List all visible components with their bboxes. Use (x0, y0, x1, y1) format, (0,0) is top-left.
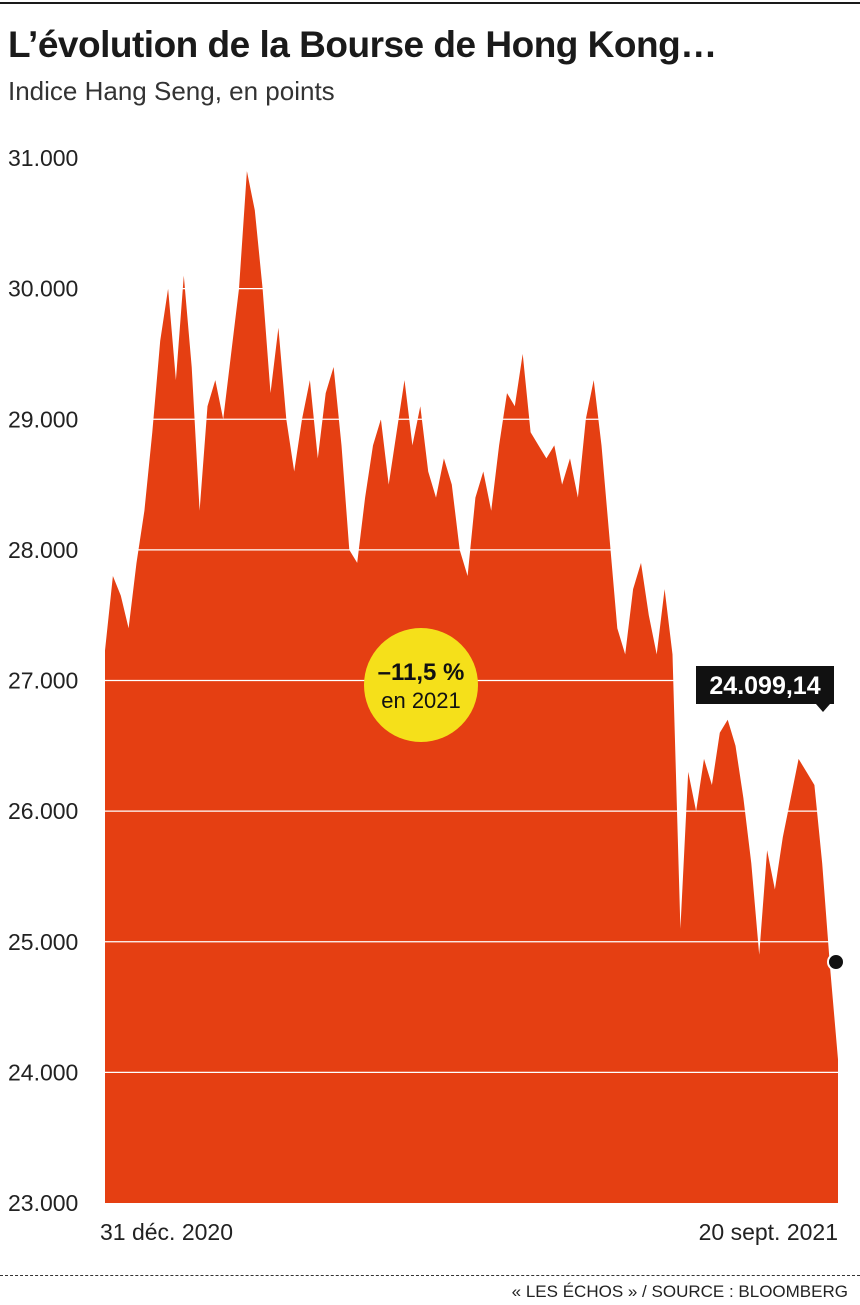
top-rule (0, 2, 860, 4)
x-tick-label: 31 déc. 2020 (100, 1219, 233, 1245)
y-tick-label: 26.000 (8, 798, 78, 824)
footer-rule (0, 1275, 860, 1276)
chart-title: L’évolution de la Bourse de Hong Kong… (8, 24, 717, 65)
y-tick-label: 30.000 (8, 276, 78, 302)
area-chart: 23.000 24.000 25.000 26.000 27.000 28.000 29.0… (8, 145, 845, 1245)
change-badge: –11,5 % en 2021 (364, 628, 478, 742)
change-badge-circle (364, 628, 478, 742)
last-value-label: 24.099,14 (709, 672, 820, 700)
y-tick-label: 27.000 (8, 668, 78, 694)
y-tick-label: 23.000 (8, 1190, 78, 1216)
highlight-point (827, 953, 845, 971)
y-tick-label: 24.000 (8, 1059, 78, 1085)
y-tick-label: 28.000 (8, 537, 78, 563)
x-tick-label: 20 sept. 2021 (699, 1219, 838, 1245)
source-credit: « LES ÉCHOS » / SOURCE : BLOOMBERG (511, 1282, 848, 1301)
y-tick-label: 31.000 (8, 145, 78, 171)
y-tick-label: 29.000 (8, 406, 78, 432)
change-badge-period: en 2021 (381, 688, 461, 713)
last-value-pointer (816, 704, 830, 712)
y-tick-label: 25.000 (8, 929, 78, 955)
last-value-callout: 24.099,14 (696, 666, 834, 712)
chart-subtitle: Indice Hang Seng, en points (8, 76, 335, 106)
last-value-box (696, 666, 834, 704)
x-axis: 31 déc. 2020 20 sept. 2021 (100, 1219, 838, 1245)
change-badge-pct: –11,5 % (378, 659, 465, 686)
y-axis: 23.000 24.000 25.000 26.000 27.000 28.000 29.0… (8, 145, 78, 1216)
